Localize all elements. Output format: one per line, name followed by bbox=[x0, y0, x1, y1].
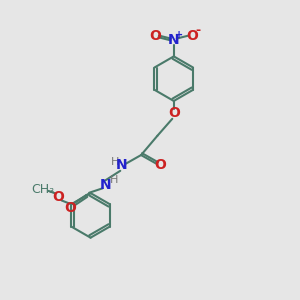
Text: CH₃: CH₃ bbox=[32, 183, 55, 196]
Text: H: H bbox=[110, 175, 118, 185]
Text: H: H bbox=[111, 157, 119, 167]
Text: N: N bbox=[100, 178, 111, 192]
Text: +: + bbox=[175, 30, 183, 40]
Text: -: - bbox=[196, 24, 201, 37]
Text: O: O bbox=[52, 190, 64, 204]
Text: O: O bbox=[154, 158, 166, 172]
Text: N: N bbox=[168, 33, 180, 47]
Text: O: O bbox=[149, 28, 161, 43]
Text: O: O bbox=[186, 28, 198, 43]
Text: O: O bbox=[64, 201, 76, 215]
Text: O: O bbox=[168, 106, 180, 120]
Text: N: N bbox=[116, 158, 128, 172]
